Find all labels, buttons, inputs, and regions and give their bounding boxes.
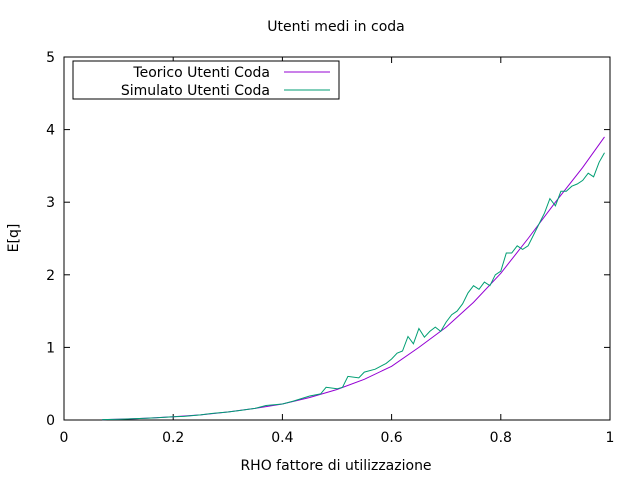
x-tick-label: 0 [60,430,69,446]
x-tick-label: 0.6 [380,430,402,446]
y-tick-label: 5 [46,50,55,66]
series-line-simulato [102,152,605,421]
legend-label-teorico: Teorico Utenti Coda [132,65,270,81]
y-axis: 0 1 2 3 4 5 [46,50,610,429]
x-tick-label: 0.8 [490,430,512,446]
x-tick-label: 0.2 [162,430,184,446]
y-tick-label: 0 [46,413,55,429]
y-tick-label: 1 [46,340,55,356]
series-layer [102,136,605,421]
y-axis-label: E[q] [6,224,22,253]
x-axis-label: RHO fattore di utilizzazione [240,458,431,474]
x-tick-label: 0.4 [271,430,293,446]
y-tick-label: 4 [46,123,55,139]
legend: Teorico Utenti Coda Simulato Utenti Coda [72,60,340,100]
plot-frame [63,56,611,421]
y-tick-label: 2 [46,268,55,284]
x-axis: 0 0.2 0.4 0.6 0.8 1 [60,57,615,446]
x-tick-label: 1 [606,430,615,446]
chart-title: Utenti medi in coda [267,19,404,35]
y-tick-label: 3 [46,195,55,211]
legend-box [72,60,340,100]
legend-label-simulato: Simulato Utenti Coda [121,83,270,99]
